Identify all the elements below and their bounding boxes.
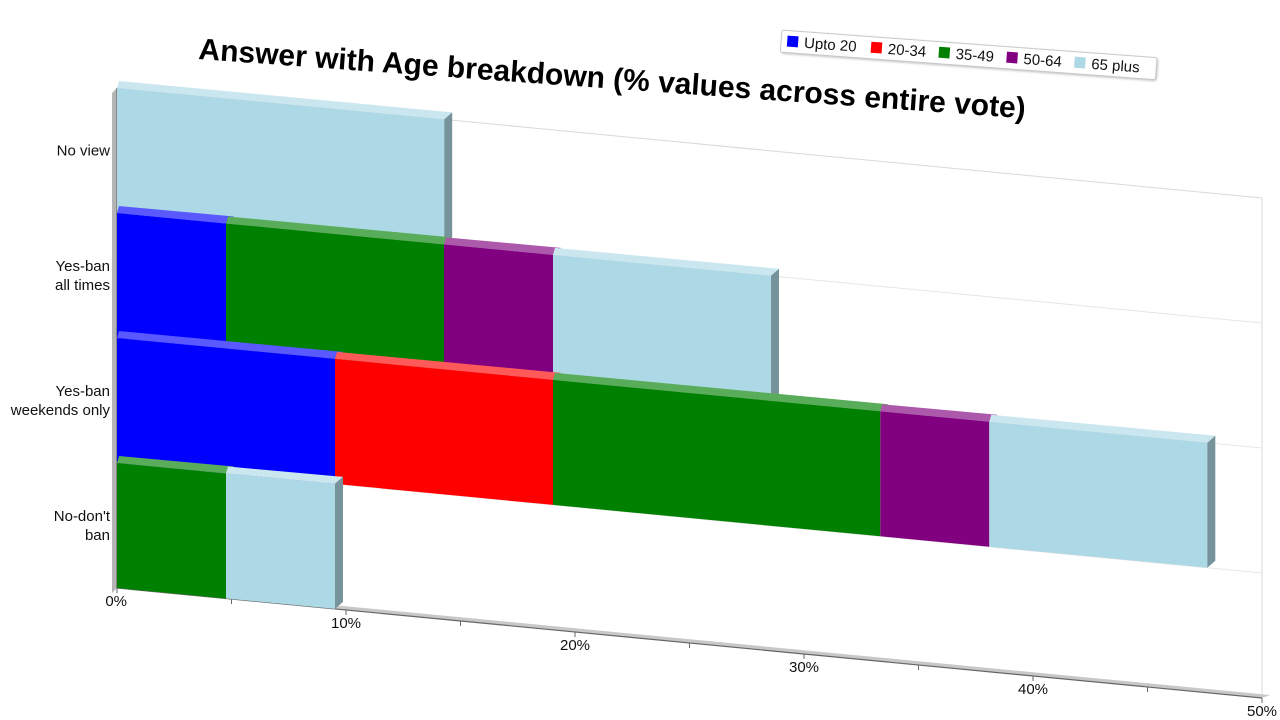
bar-front-face: [226, 473, 335, 609]
bar-side-face: [1207, 435, 1216, 568]
x-tick-label: 50%: [1247, 703, 1277, 720]
x-tick-label: 40%: [1018, 681, 1048, 698]
bar-top-face: [553, 247, 779, 276]
bar-top-face: [226, 216, 452, 245]
bar-yes-ban-weekends-only-50-64: [880, 404, 998, 547]
bar-top-face: [553, 372, 889, 412]
bar-yes-ban-weekends-only-65-plus: [989, 414, 1216, 568]
legend-swatch: [1006, 51, 1018, 64]
category-label: Yes-ban weekends only: [10, 383, 111, 419]
legend: Upto 20 20-34 35-49 50-64 65 plus: [780, 29, 1158, 80]
bar-front-face: [880, 411, 990, 547]
labels-layer: No view Yes-ban all times Yes-ban weekends o…: [10, 143, 1277, 720]
bar-front-face: [444, 244, 553, 380]
bar-top-face: [117, 456, 234, 474]
legend-swatch: [1074, 56, 1086, 69]
legend-swatch: [938, 46, 951, 59]
bar-yes-ban-weekends-only-20-34: [335, 351, 561, 505]
bar-no-view-65-plus: [117, 81, 453, 245]
legend-label: 20-34: [887, 41, 927, 61]
legend-item-50-64: 50-64: [1006, 51, 1063, 71]
legend-item-35-49: 35-49: [938, 46, 995, 66]
bar-yes-ban-weekends-only-35-49: [553, 372, 889, 537]
bar-front-face: [553, 379, 881, 537]
category-label: No view: [57, 143, 111, 160]
x-axis-floor: [117, 585, 1270, 698]
category-label: Yes-ban all times: [55, 258, 110, 294]
legend-label: 35-49: [955, 46, 995, 66]
bar-front-face: [989, 421, 1208, 568]
bar-front-face: [335, 358, 553, 505]
legend-item-20-34: 20-34: [870, 41, 927, 61]
legend-label: 50-64: [1023, 51, 1063, 71]
bar-top-face: [444, 237, 561, 255]
bar-front-face: [226, 223, 444, 370]
bar-top-face: [335, 351, 561, 380]
legend-item-upto-20: Upto 20: [786, 35, 857, 56]
bar-front-face: [117, 463, 226, 599]
bar-top-face: [226, 466, 343, 484]
bar-yes-ban-all-times-35-49: [226, 216, 452, 370]
legend-label: 65 plus: [1091, 56, 1140, 76]
bar-side-face: [444, 112, 453, 245]
category-label: No-don't ban: [54, 508, 111, 544]
bars-layer: [117, 81, 1216, 609]
bar-front-face: [117, 213, 226, 349]
bar-front-face: [117, 88, 445, 245]
legend-label: Upto 20: [803, 35, 857, 56]
bar-top-face: [117, 331, 343, 359]
bar-top-face: [117, 206, 234, 224]
legend-item-65-plus: 65 plus: [1074, 56, 1140, 76]
bar-top-face: [117, 81, 453, 120]
y-axis-wall: [112, 88, 117, 593]
x-tick-label: 30%: [789, 659, 819, 676]
bar-yes-ban-all-times-50-64: [444, 237, 561, 380]
bar-front-face: [117, 338, 335, 484]
legend-swatch: [786, 35, 799, 48]
bar-no-don-t-ban-35-49: [117, 456, 234, 599]
bar-yes-ban-all-times-65-plus: [553, 247, 779, 401]
x-tick-label: 10%: [331, 615, 361, 632]
bar-top-face: [989, 414, 1216, 443]
x-tick-label: 0%: [105, 593, 127, 610]
bar-top-face: [880, 404, 998, 422]
bar-no-don-t-ban-65-plus: [226, 466, 343, 609]
bar-yes-ban-weekends-only-upto-20: [117, 331, 343, 484]
legend-swatch: [870, 41, 883, 54]
bar-side-face: [771, 268, 779, 401]
bar-front-face: [553, 254, 771, 401]
bar-side-face: [335, 476, 343, 609]
bar-yes-ban-all-times-upto-20: [117, 206, 234, 349]
x-tick-label: 20%: [560, 637, 590, 654]
